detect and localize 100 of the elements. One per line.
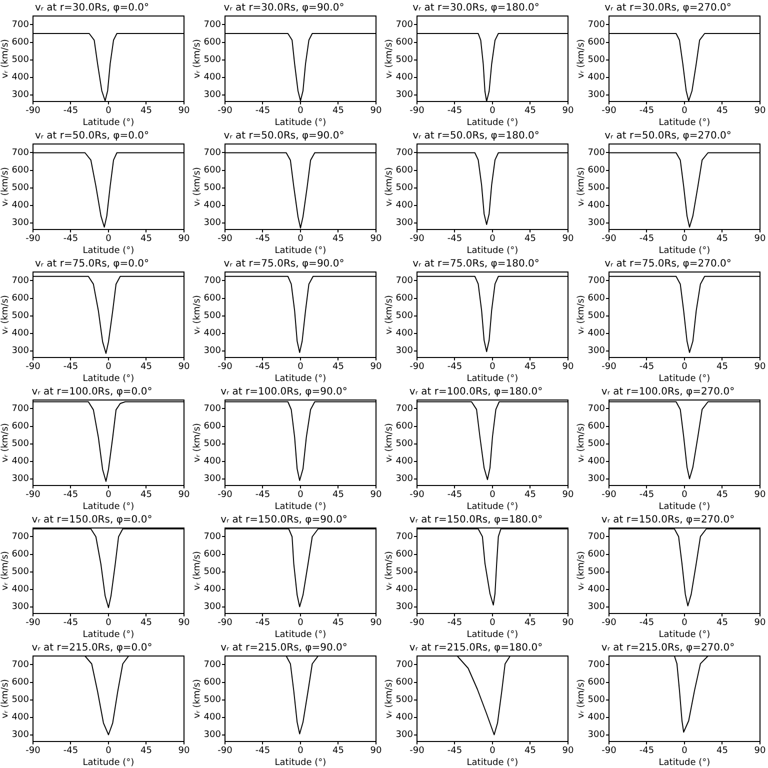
- x-tick-label: -90: [602, 746, 617, 756]
- x-tick-label: -90: [410, 362, 425, 372]
- y-tick-label: 300: [204, 218, 222, 228]
- chart-title: vᵣ at r=215.0Rs, φ=90.0°: [220, 642, 348, 654]
- x-tick-label: 0: [106, 362, 112, 372]
- x-axis-title: Latitude (°): [274, 118, 326, 128]
- x-tick-label: -45: [447, 362, 462, 372]
- x-tick-label: -90: [218, 106, 233, 116]
- y-tick-label: 400: [204, 72, 222, 83]
- y-tick-label: 400: [12, 200, 30, 211]
- x-tick-label: 0: [682, 234, 688, 244]
- y-axis-title: vᵣ (km/s): [0, 295, 11, 334]
- x-tick-label: -90: [602, 490, 617, 500]
- x-tick-label: 90: [562, 106, 574, 116]
- x-tick-label: 0: [490, 746, 496, 756]
- y-tick-label: 400: [204, 456, 222, 467]
- y-axis-title: vᵣ (km/s): [192, 551, 203, 590]
- y-tick-label: 400: [204, 200, 222, 211]
- y-tick-label: 500: [588, 439, 606, 450]
- x-tick-label: -45: [255, 234, 270, 244]
- y-tick-label: 400: [588, 584, 606, 595]
- y-axis-title: vᵣ (km/s): [192, 423, 203, 462]
- x-axis-title: Latitude (°): [82, 630, 134, 640]
- y-axis-title: vᵣ (km/s): [0, 39, 11, 78]
- y-axis-title: vᵣ (km/s): [0, 423, 11, 462]
- x-tick-label: -45: [63, 234, 78, 244]
- x-tick-label: 0: [490, 490, 496, 500]
- x-tick-label: -45: [447, 106, 462, 116]
- y-tick-label: 600: [588, 166, 606, 176]
- y-tick-label: 300: [396, 346, 414, 356]
- x-tick-label: 45: [332, 490, 344, 500]
- y-tick-label: 300: [204, 602, 222, 612]
- y-tick-label: 600: [588, 678, 606, 688]
- y-tick-label: 600: [588, 550, 606, 560]
- chart-title: vᵣ at r=50.0Rs, φ=90.0°: [224, 130, 344, 142]
- x-tick-label: 90: [370, 618, 382, 628]
- x-tick-label: 0: [490, 234, 496, 244]
- x-tick-label: -90: [26, 106, 41, 116]
- y-axis-title: vᵣ (km/s): [384, 551, 395, 590]
- x-tick-label: 0: [106, 106, 112, 116]
- x-tick-label: 0: [490, 618, 496, 628]
- x-tick-label: 45: [140, 106, 152, 116]
- x-axis-title: Latitude (°): [82, 758, 134, 768]
- y-tick-label: 400: [12, 328, 30, 339]
- chart-title: vᵣ at r=215.0Rs, φ=180.0°: [409, 642, 543, 654]
- y-axis-title: vᵣ (km/s): [384, 295, 395, 334]
- y-axis-title: vᵣ (km/s): [0, 167, 11, 206]
- x-tick-label: 90: [562, 362, 574, 372]
- y-tick-label: 700: [588, 20, 606, 30]
- x-tick-label: -90: [26, 490, 41, 500]
- y-tick-label: 400: [12, 456, 30, 467]
- y-tick-label: 500: [396, 567, 414, 578]
- y-tick-label: 600: [12, 294, 30, 304]
- y-tick-label: 500: [396, 695, 414, 706]
- chart-title: vᵣ at r=30.0Rs, φ=180.0°: [412, 2, 540, 14]
- y-axis-title: vᵣ (km/s): [384, 423, 395, 462]
- y-axis-title: vᵣ (km/s): [576, 167, 587, 206]
- y-axis-title: vᵣ (km/s): [576, 551, 587, 590]
- y-tick-label: 600: [204, 422, 222, 432]
- y-tick-label: 700: [396, 20, 414, 30]
- x-axis-title: Latitude (°): [658, 502, 710, 512]
- chart-title: vᵣ at r=100.0Rs, φ=0.0°: [32, 386, 152, 398]
- x-tick-label: 90: [370, 362, 382, 372]
- y-tick-label: 400: [396, 200, 414, 211]
- x-tick-label: -45: [639, 618, 654, 628]
- x-tick-label: 45: [716, 106, 728, 116]
- chart-title: vᵣ at r=50.0Rs, φ=180.0°: [412, 130, 540, 142]
- x-tick-label: -45: [63, 490, 78, 500]
- y-tick-label: 600: [588, 294, 606, 304]
- y-tick-label: 300: [588, 602, 606, 612]
- y-tick-label: 500: [588, 55, 606, 66]
- y-tick-label: 400: [588, 328, 606, 339]
- y-tick-label: 300: [396, 474, 414, 484]
- y-tick-label: 500: [588, 567, 606, 578]
- x-tick-label: -45: [639, 106, 654, 116]
- x-tick-label: 0: [682, 490, 688, 500]
- chart-title: vᵣ at r=150.0Rs, φ=0.0°: [32, 514, 152, 526]
- y-tick-label: 500: [12, 183, 30, 194]
- y-tick-label: 600: [588, 422, 606, 432]
- x-tick-label: 0: [682, 746, 688, 756]
- y-tick-label: 500: [12, 695, 30, 706]
- x-tick-label: 90: [370, 746, 382, 756]
- y-tick-label: 600: [396, 166, 414, 176]
- y-tick-label: 400: [396, 584, 414, 595]
- x-tick-label: -90: [218, 362, 233, 372]
- chart-title: vᵣ at r=100.0Rs, φ=90.0°: [220, 386, 348, 398]
- x-tick-label: -45: [63, 106, 78, 116]
- y-axis-title: vᵣ (km/s): [384, 39, 395, 78]
- y-tick-label: 500: [396, 183, 414, 194]
- y-tick-label: 700: [396, 660, 414, 670]
- x-tick-label: 90: [178, 106, 190, 116]
- x-tick-label: 45: [140, 746, 152, 756]
- x-tick-label: 90: [562, 234, 574, 244]
- x-tick-label: 0: [490, 362, 496, 372]
- x-tick-label: 90: [754, 746, 766, 756]
- x-tick-label: 45: [140, 234, 152, 244]
- chart-title: vᵣ at r=50.0Rs, φ=0.0°: [34, 130, 150, 142]
- x-tick-label: 45: [524, 746, 536, 756]
- x-tick-label: -90: [602, 234, 617, 244]
- y-axis-title: vᵣ (km/s): [192, 679, 203, 718]
